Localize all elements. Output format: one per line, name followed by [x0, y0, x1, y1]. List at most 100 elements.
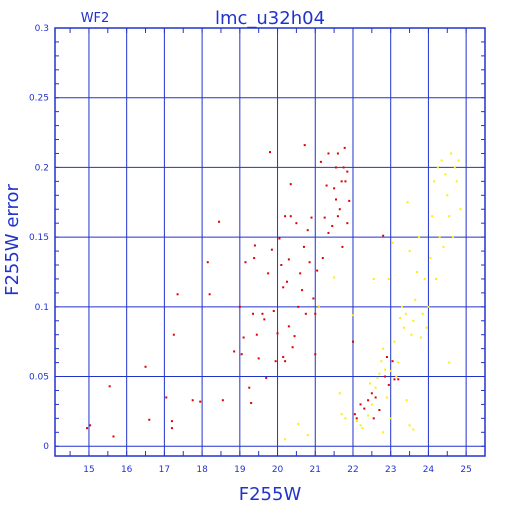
data-point	[393, 378, 396, 381]
data-point	[434, 277, 437, 280]
data-point	[318, 305, 321, 308]
data-point	[367, 399, 370, 402]
data-point	[370, 403, 373, 406]
data-point	[385, 356, 388, 359]
data-point	[240, 353, 243, 356]
data-point	[218, 220, 221, 223]
data-point	[391, 241, 394, 244]
data-point	[282, 356, 285, 359]
data-point	[416, 270, 419, 273]
data-point	[446, 194, 449, 197]
x-tick-label: 15	[83, 465, 94, 475]
data-point	[170, 420, 173, 423]
data-point	[284, 438, 287, 441]
data-point	[308, 261, 311, 264]
data-point	[404, 312, 407, 315]
data-point	[299, 272, 302, 275]
data-point	[331, 224, 334, 227]
x-tick-label: 22	[347, 465, 358, 475]
x-tick-label: 21	[310, 465, 321, 475]
data-point	[287, 258, 290, 261]
chart-subtitle: WF2	[81, 11, 110, 26]
data-point	[276, 332, 279, 335]
data-point	[453, 166, 456, 169]
data-point	[289, 183, 292, 186]
data-point	[410, 333, 413, 336]
data-point	[327, 152, 330, 155]
x-axis-label: F255W	[239, 484, 302, 505]
data-point	[384, 368, 387, 371]
data-point	[414, 298, 417, 301]
data-point	[312, 297, 315, 300]
data-point	[348, 199, 351, 202]
data-point	[355, 420, 358, 423]
data-point	[325, 184, 328, 187]
data-point	[253, 257, 256, 260]
data-point	[295, 222, 298, 225]
data-point	[423, 277, 426, 280]
data-point	[355, 417, 358, 420]
data-point	[442, 245, 445, 248]
data-point	[457, 159, 460, 162]
data-point	[448, 361, 451, 364]
data-point	[252, 312, 255, 315]
data-point	[397, 361, 400, 364]
data-point	[387, 383, 390, 386]
data-point	[206, 261, 209, 264]
data-point	[382, 347, 385, 350]
x-tick-label: 25	[460, 465, 471, 475]
data-point	[293, 335, 296, 338]
data-point	[336, 215, 339, 218]
data-point	[351, 314, 354, 317]
x-tick-label: 24	[423, 465, 435, 475]
data-point	[338, 392, 341, 395]
data-point	[278, 237, 281, 240]
data-point	[395, 375, 398, 378]
data-point	[346, 170, 349, 173]
data-point	[333, 187, 336, 190]
data-point	[450, 152, 453, 155]
data-point	[208, 293, 211, 296]
data-point	[382, 431, 385, 434]
data-point	[306, 229, 309, 232]
chart-title: lmc_u32h04	[215, 8, 325, 29]
data-point	[419, 336, 422, 339]
data-point	[89, 424, 92, 427]
data-point	[346, 222, 349, 225]
data-point	[436, 166, 439, 169]
data-point	[408, 250, 411, 253]
data-point	[372, 277, 375, 280]
data-point	[338, 208, 341, 211]
data-point	[455, 180, 458, 183]
data-point	[343, 146, 346, 149]
data-point	[244, 261, 247, 264]
data-point	[412, 319, 415, 322]
data-point	[344, 180, 347, 183]
data-point	[242, 336, 245, 339]
data-point	[282, 286, 285, 289]
data-point	[303, 144, 306, 147]
data-point	[170, 427, 173, 430]
data-point	[263, 318, 266, 321]
y-tick-label: 0.25	[29, 94, 49, 104]
data-point	[451, 236, 454, 239]
data-point	[406, 201, 409, 204]
data-point	[431, 215, 434, 218]
data-point	[310, 216, 313, 219]
y-tick-label: 0.1	[35, 303, 49, 313]
data-point	[417, 236, 420, 239]
data-point	[367, 414, 370, 417]
data-point	[429, 257, 432, 260]
data-point	[306, 434, 309, 437]
y-axis-label: F255W error	[2, 184, 23, 296]
data-point	[314, 353, 317, 356]
x-tick-label: 20	[272, 465, 284, 475]
data-point	[412, 428, 415, 431]
data-point	[265, 376, 268, 379]
data-point	[304, 312, 307, 315]
data-point	[319, 160, 322, 163]
data-point	[372, 417, 375, 420]
x-tick-label: 18	[196, 465, 208, 475]
